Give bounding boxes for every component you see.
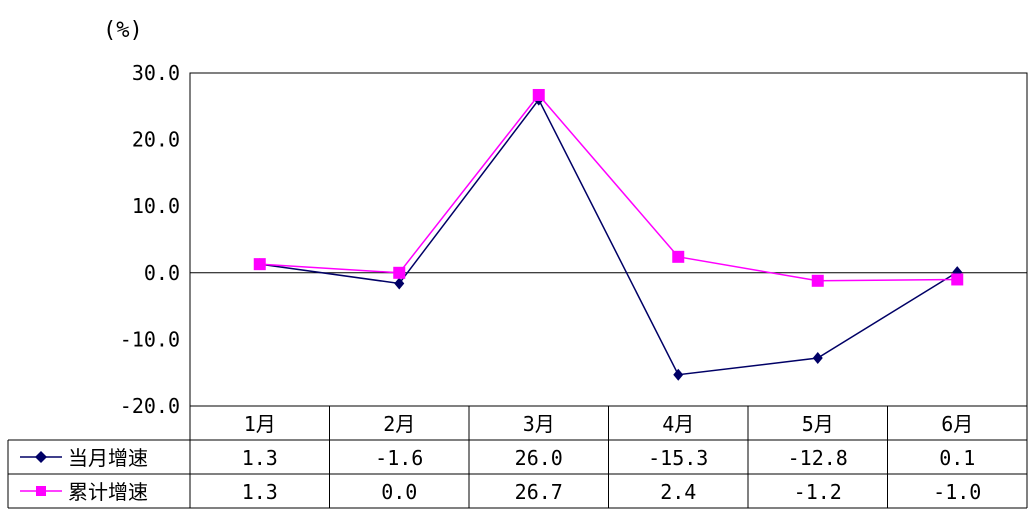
y-tick-label: 10.0 <box>132 194 180 218</box>
unit-label: (%) <box>103 18 143 43</box>
y-tick-label: 30.0 <box>132 61 180 85</box>
plot-area <box>189 72 1028 407</box>
data-table-value: 26.0 <box>515 446 563 470</box>
y-tick-label: -10.0 <box>120 327 180 351</box>
data-table-value: 1.3 <box>242 480 278 504</box>
legend-series-name: 当月增速 <box>68 446 148 470</box>
data-table-value: -12.8 <box>788 446 848 470</box>
data-point <box>393 266 406 279</box>
data-table-value: -1.6 <box>375 446 423 470</box>
series-line <box>259 93 958 282</box>
data-point <box>811 274 824 287</box>
series-markers <box>253 88 964 381</box>
y-tick-label: 20.0 <box>132 128 180 152</box>
legend-series-name: 累计增速 <box>68 480 148 504</box>
plot-frame <box>189 72 1028 407</box>
y-tick-label: -20.0 <box>120 394 180 418</box>
series-lines <box>259 93 958 376</box>
x-category-label: 2月 <box>383 412 415 436</box>
data-point <box>951 273 964 286</box>
data-table-value: -1.0 <box>933 480 981 504</box>
data-point <box>673 368 684 381</box>
x-category-label: 6月 <box>941 412 973 436</box>
x-category-label: 5月 <box>802 412 834 436</box>
data-point <box>532 88 545 101</box>
x-category-label: 4月 <box>662 412 694 436</box>
data-point <box>812 352 823 365</box>
legend-key-marker <box>35 451 47 463</box>
x-category-label: 3月 <box>523 412 555 436</box>
data-table-value: -1.2 <box>794 480 842 504</box>
x-category-label: 1月 <box>244 412 276 436</box>
data-table-value: 0.0 <box>381 480 417 504</box>
y-tick-label: 0.0 <box>144 261 180 285</box>
data-point <box>394 277 405 290</box>
data-point <box>672 250 685 263</box>
data-table-value: -15.3 <box>648 446 708 470</box>
series-line <box>259 98 958 376</box>
data-point <box>253 258 266 271</box>
data-table-value: 1.3 <box>242 446 278 470</box>
legend-key-marker <box>36 486 46 496</box>
y-axis-ticks: 30.0 20.0 10.0 0.0 -10.0 -20.0 <box>120 61 180 418</box>
data-table-value: 26.7 <box>515 480 563 504</box>
data-table-value: 0.1 <box>939 446 975 470</box>
data-table-value: 2.4 <box>660 480 696 504</box>
